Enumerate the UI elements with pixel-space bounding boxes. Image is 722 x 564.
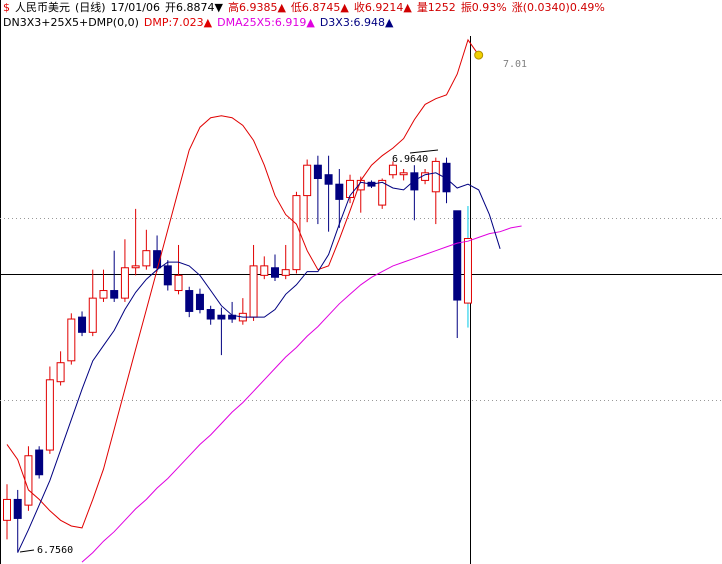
candle-body [346,179,355,198]
candle-body [260,265,269,276]
indicator-line [81,225,522,563]
header-item: 振0.93% [460,1,507,14]
annotation: 7.01 [503,59,527,70]
candle-body [399,172,408,176]
indicator-line [6,38,480,529]
header-item: 涨(0.0340)0.49% [511,1,605,14]
candle-body [431,160,440,193]
legend-entry: D3X3:6.948▲ [319,16,394,29]
header-item: 低6.8745▲ [290,1,349,14]
candle-body [249,265,258,318]
candle-body [281,269,290,276]
candle-body [45,379,54,451]
candle-body [142,250,151,267]
candle-body [174,274,183,292]
candle-body [3,498,11,521]
candle-body [303,164,312,197]
legend-entry: DMP:7.023▲ [143,16,213,29]
candle-body [410,172,419,191]
candle-body [217,314,226,320]
header-item: 开6.8874▼ [165,1,223,14]
candle-body [206,309,215,320]
header-item: 收6.9214▲ [353,1,412,14]
header-item: 高6.9385▲ [227,1,286,14]
indicator-title: DN3X3+25X5+DMP(0,0) [3,16,139,29]
header-line: $ 人民币美元 (日线) 17/01/06 开6.8874▼ 高6.9385▲ 低6.874… [3,1,610,15]
candle-body [442,162,451,193]
candle-body [120,267,129,299]
candle-body [378,179,387,206]
candle-body [110,290,119,299]
candle-body [35,449,44,476]
header-item: (日线) [75,1,106,14]
candle-body [313,164,322,180]
indicator-line: DN3X3+25X5+DMP(0,0) DMP:7.023▲ DMA25X5:6.9… [3,16,399,30]
annotation-leader [19,549,35,553]
candle-body [88,297,97,333]
annotation-leader [409,149,439,154]
candle-body [13,498,22,519]
candle-body [185,290,194,312]
candle-body [78,316,87,333]
header-item: 人民币美元 [15,1,70,14]
candle-body [388,164,397,176]
annotation: 6.9640 [392,154,428,165]
header-item: $ [3,1,10,14]
candle-body [153,250,162,269]
legend-entry: DMA25X5:6.919▲ [217,16,315,29]
candle-body [131,265,140,269]
candle-body [292,195,301,271]
candle-body [195,293,204,311]
candle-body [24,455,33,506]
candle-body [56,362,65,383]
indicator-line [17,172,501,553]
candle-body [67,318,76,362]
header-item: 17/01/06 [110,1,160,14]
candle-body [324,174,333,185]
candle-body [453,210,462,301]
candle-body [335,183,344,200]
candle-body [163,265,172,286]
candle-body [99,290,108,299]
candle-body [463,238,472,304]
annotation: 6.7560 [37,545,73,556]
candle-body [271,267,279,278]
header-item: 量1252 [416,1,456,14]
end-dot [474,50,484,60]
